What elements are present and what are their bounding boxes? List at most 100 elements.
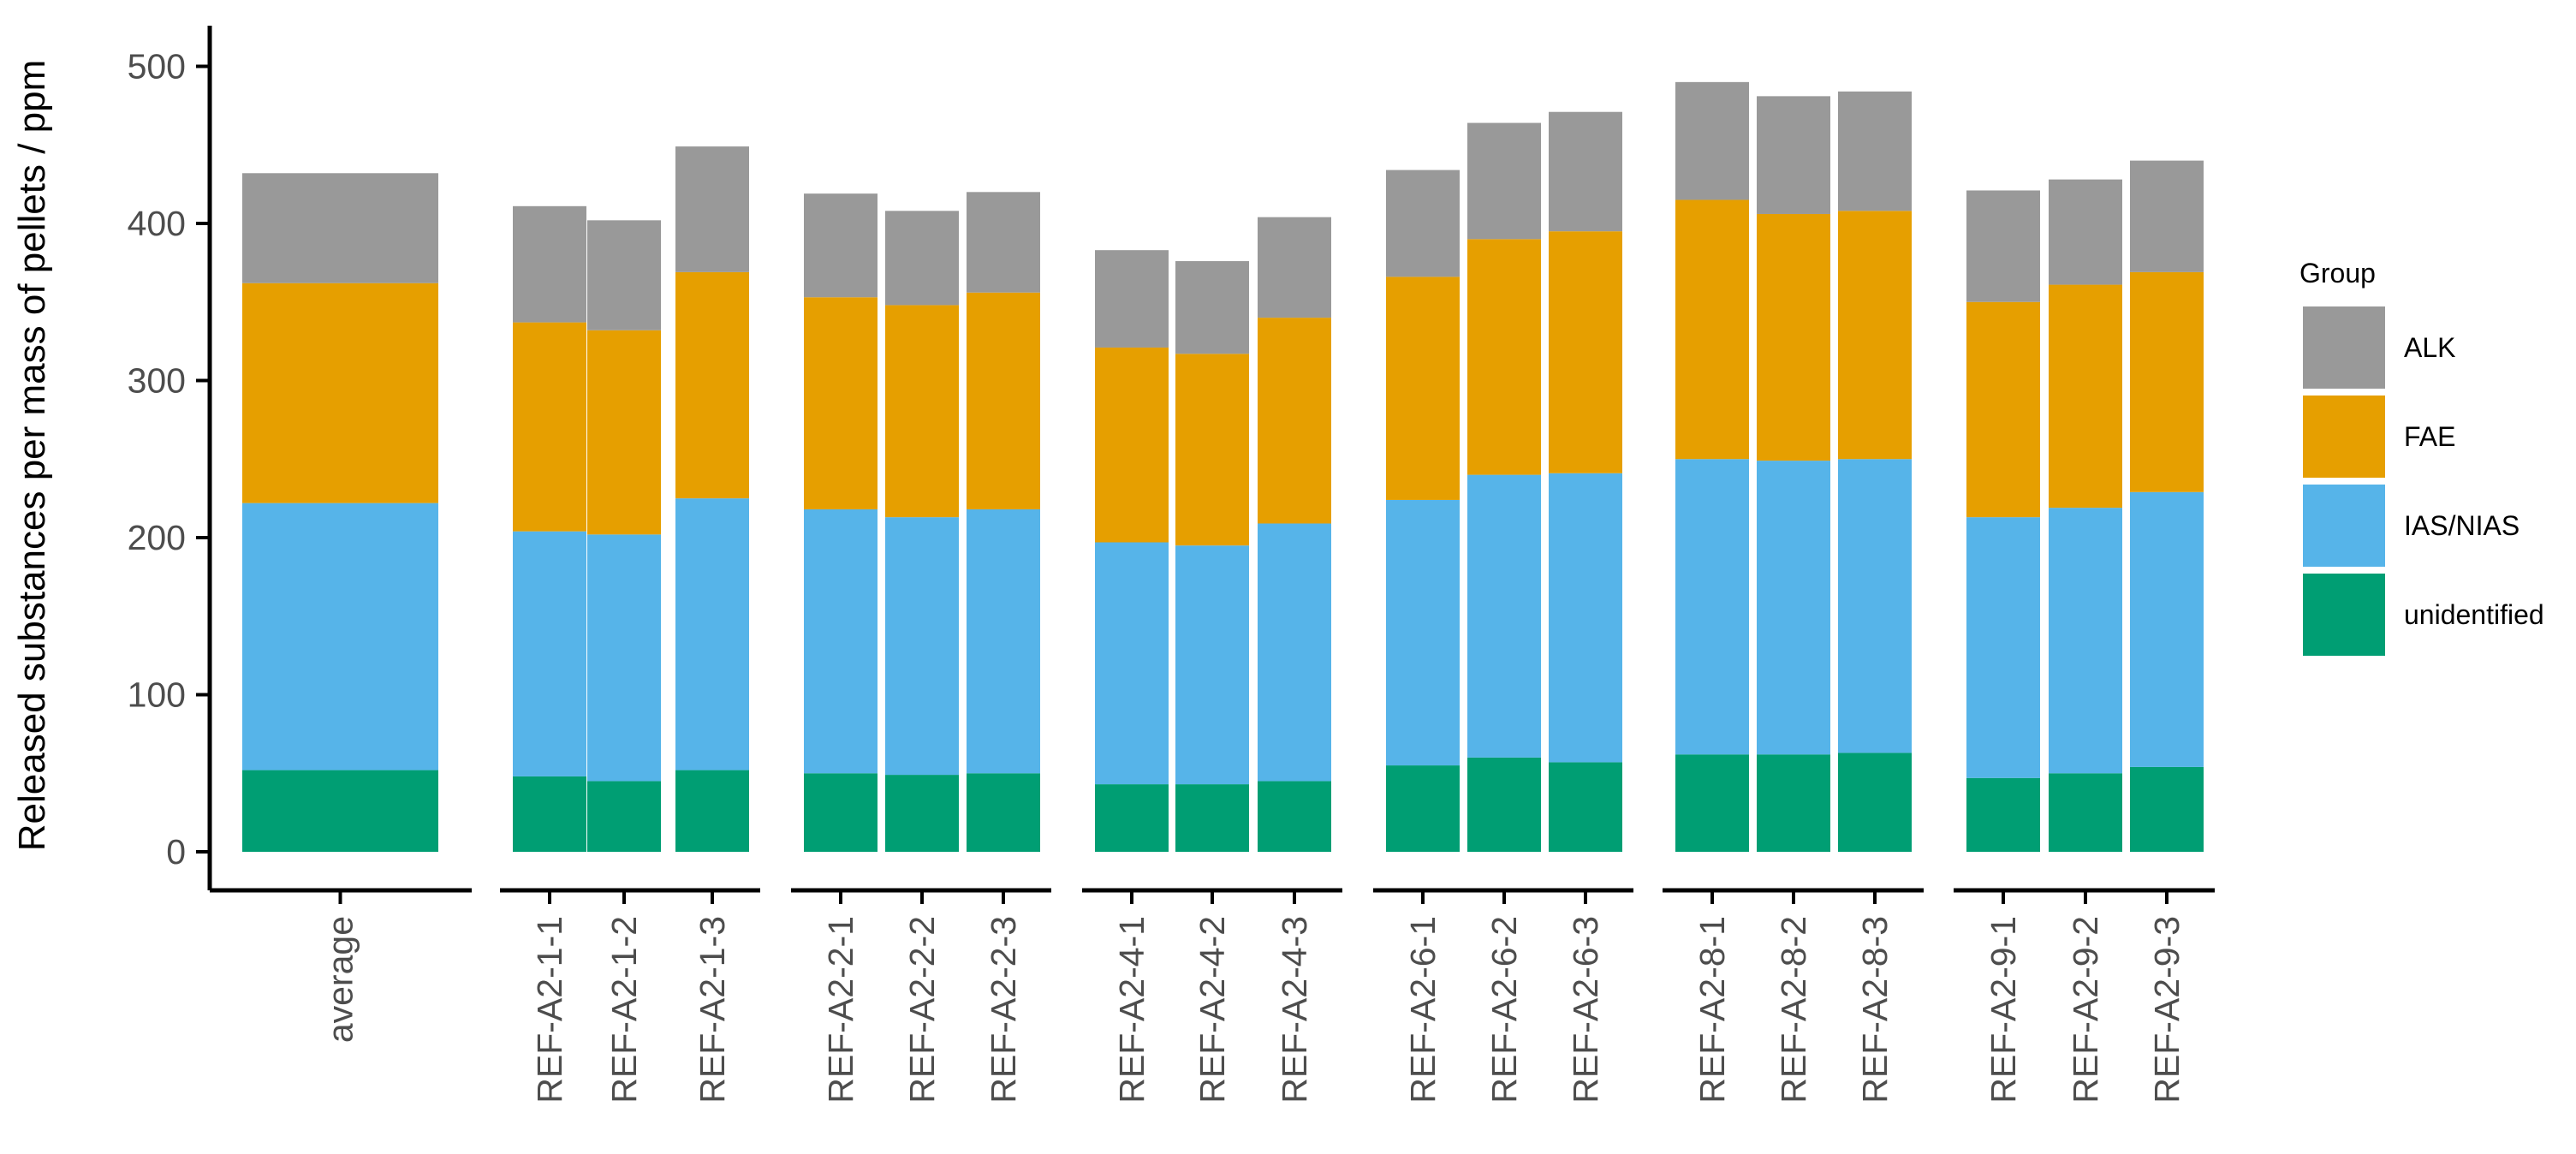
bar-ias-nias-ref-a2-4-3 bbox=[1258, 523, 1331, 782]
x-tick-label: REF-A2-1-1 bbox=[530, 916, 569, 1103]
y-tick-label: 300 bbox=[128, 361, 186, 401]
bar-alk-ref-a2-2-3 bbox=[967, 192, 1040, 293]
x-tick-label: REF-A2-2-1 bbox=[821, 916, 860, 1103]
bar-fae-ref-a2-8-1 bbox=[1675, 199, 1749, 460]
bar-ias-nias-ref-a2-6-2 bbox=[1467, 474, 1541, 758]
bar-alk-ref-a2-9-2 bbox=[2049, 179, 2122, 285]
y-tick-label: 0 bbox=[166, 832, 186, 871]
bar-ias-nias-ref-a2-6-3 bbox=[1549, 473, 1622, 763]
x-tick-label: REF-A2-4-1 bbox=[1112, 916, 1151, 1103]
bar-alk-average bbox=[242, 173, 438, 283]
bar-alk-ref-a2-8-3 bbox=[1838, 91, 1912, 211]
bar-alk-ref-a2-4-3 bbox=[1258, 217, 1331, 318]
bar-unidentified-ref-a2-8-2 bbox=[1757, 754, 1830, 852]
x-tick-label: average bbox=[321, 916, 360, 1043]
x-tick-label: REF-A2-9-3 bbox=[2147, 916, 2186, 1103]
axes-layer: 0 100 200 300 400 500 average REF-A2-1-1 REF-A2-… bbox=[128, 26, 2215, 1103]
bar-fae-ref-a2-2-3 bbox=[967, 292, 1040, 509]
bar-unidentified-ref-a2-2-2 bbox=[885, 775, 959, 852]
bar-ias-nias-ref-a2-8-1 bbox=[1675, 459, 1749, 755]
x-tick-label: REF-A2-6-2 bbox=[1484, 916, 1524, 1103]
bar-fae-ref-a2-4-3 bbox=[1258, 318, 1331, 524]
bar-unidentified-ref-a2-6-2 bbox=[1467, 757, 1541, 852]
y-tick-label: 500 bbox=[128, 47, 186, 86]
bar-unidentified-ref-a2-6-3 bbox=[1549, 762, 1622, 852]
bar-alk-ref-a2-2-1 bbox=[804, 193, 878, 298]
bar-unidentified-ref-a2-8-3 bbox=[1838, 752, 1912, 852]
bar-alk-ref-a2-4-2 bbox=[1175, 261, 1249, 354]
bar-fae-average bbox=[242, 283, 438, 503]
bar-ias-nias-ref-a2-9-3 bbox=[2130, 491, 2204, 767]
bar-unidentified-ref-a2-4-1 bbox=[1095, 784, 1169, 852]
x-tick-label: REF-A2-8-1 bbox=[1693, 916, 1732, 1103]
x-tick-label: REF-A2-4-3 bbox=[1275, 916, 1314, 1103]
bar-fae-ref-a2-9-2 bbox=[2049, 284, 2122, 509]
bar-alk-ref-a2-6-2 bbox=[1467, 122, 1541, 240]
x-tick-label: REF-A2-4-2 bbox=[1193, 916, 1232, 1103]
legend-swatch-ias-nias bbox=[2303, 485, 2385, 567]
bar-alk-ref-a2-2-2 bbox=[885, 211, 959, 306]
bars-layer bbox=[242, 81, 2204, 852]
legend-title: Group bbox=[2299, 258, 2376, 288]
bar-fae-ref-a2-9-3 bbox=[2130, 271, 2204, 492]
bar-unidentified-ref-a2-4-2 bbox=[1175, 784, 1249, 852]
bar-unidentified-ref-a2-2-3 bbox=[967, 773, 1040, 852]
bar-ias-nias-ref-a2-1-2 bbox=[587, 534, 661, 782]
bar-ias-nias-ref-a2-2-3 bbox=[967, 509, 1040, 774]
y-tick-label: 200 bbox=[128, 518, 186, 557]
x-tick-label: REF-A2-9-2 bbox=[2066, 916, 2105, 1103]
bar-alk-ref-a2-6-1 bbox=[1386, 170, 1460, 277]
legend-swatch-alk bbox=[2303, 306, 2385, 389]
bar-fae-ref-a2-9-1 bbox=[1966, 301, 2040, 518]
bar-fae-ref-a2-8-3 bbox=[1838, 211, 1912, 460]
bar-unidentified-ref-a2-8-1 bbox=[1675, 754, 1749, 852]
bar-ias-nias-ref-a2-8-2 bbox=[1757, 461, 1830, 755]
x-tick-label: REF-A2-2-3 bbox=[984, 916, 1023, 1103]
bar-fae-ref-a2-6-3 bbox=[1549, 231, 1622, 473]
bar-unidentified-ref-a2-2-1 bbox=[804, 773, 878, 852]
bar-unidentified-ref-a2-9-3 bbox=[2130, 766, 2204, 852]
bar-ias-nias-ref-a2-6-1 bbox=[1386, 499, 1460, 766]
bar-ias-nias-ref-a2-8-3 bbox=[1838, 459, 1912, 753]
bar-unidentified-ref-a2-1-1 bbox=[513, 776, 586, 852]
x-tick-label: REF-A2-8-3 bbox=[1855, 916, 1895, 1103]
legend-swatch-fae bbox=[2303, 396, 2385, 478]
x-tick-label: REF-A2-1-2 bbox=[604, 916, 644, 1103]
bar-alk-ref-a2-9-3 bbox=[2130, 160, 2204, 272]
bar-alk-ref-a2-1-1 bbox=[513, 205, 586, 323]
x-tick-label: REF-A2-1-3 bbox=[693, 916, 732, 1103]
bar-ias-nias-ref-a2-9-1 bbox=[1966, 517, 2040, 778]
bar-ias-nias-average bbox=[242, 503, 438, 770]
legend: Group ALK FAE IAS/NIAS unidentified bbox=[2299, 258, 2544, 656]
bar-ias-nias-ref-a2-9-2 bbox=[2049, 508, 2122, 774]
bar-fae-ref-a2-2-1 bbox=[804, 297, 878, 509]
legend-label-fae: FAE bbox=[2404, 421, 2455, 452]
bar-alk-ref-a2-9-1 bbox=[1966, 190, 2040, 302]
x-tick-label: REF-A2-8-2 bbox=[1774, 916, 1813, 1103]
x-tick-label: REF-A2-6-1 bbox=[1403, 916, 1443, 1103]
bar-unidentified-ref-a2-9-1 bbox=[1966, 777, 2040, 852]
bar-unidentified-ref-a2-1-3 bbox=[675, 770, 749, 852]
bar-unidentified-ref-a2-1-2 bbox=[587, 781, 661, 852]
bar-ias-nias-ref-a2-4-2 bbox=[1175, 545, 1249, 785]
legend-swatch-unidentified bbox=[2303, 574, 2385, 656]
bar-alk-ref-a2-1-3 bbox=[675, 146, 749, 272]
bar-alk-ref-a2-6-3 bbox=[1549, 111, 1622, 232]
y-axis-title: Released substances per mass of pellets … bbox=[11, 60, 53, 851]
bar-unidentified-ref-a2-6-1 bbox=[1386, 765, 1460, 852]
bar-unidentified-ref-a2-9-2 bbox=[2049, 773, 2122, 852]
bar-alk-ref-a2-8-2 bbox=[1757, 96, 1830, 214]
bar-ias-nias-ref-a2-1-1 bbox=[513, 531, 586, 776]
legend-label-unidentified: unidentified bbox=[2404, 599, 2544, 630]
bar-fae-ref-a2-8-2 bbox=[1757, 213, 1830, 461]
x-tick-label: REF-A2-6-3 bbox=[1566, 916, 1605, 1103]
bar-fae-ref-a2-1-2 bbox=[587, 330, 661, 535]
legend-label-alk: ALK bbox=[2404, 332, 2455, 363]
bar-fae-ref-a2-6-2 bbox=[1467, 239, 1541, 475]
bar-fae-ref-a2-1-1 bbox=[513, 322, 586, 532]
bar-ias-nias-ref-a2-2-1 bbox=[804, 509, 878, 774]
y-tick-label: 400 bbox=[128, 204, 186, 243]
bar-fae-ref-a2-6-1 bbox=[1386, 277, 1460, 500]
bar-unidentified-ref-a2-4-3 bbox=[1258, 781, 1331, 852]
